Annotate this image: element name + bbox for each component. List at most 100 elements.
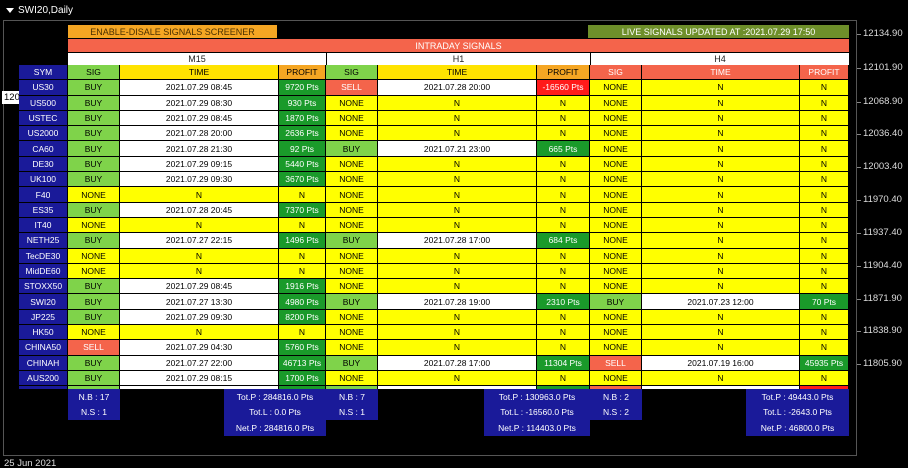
m15-time-cell: N	[120, 248, 279, 264]
symbol-cell[interactable]: USTEC	[19, 110, 68, 127]
h1-buy-count: N.B : 7	[326, 389, 378, 405]
col-header-h1-sig: SIG	[326, 65, 378, 81]
h1-time-cell: N	[378, 263, 537, 280]
col-header-m15-profit: PROFIT	[279, 65, 326, 81]
table-row: MidDE60 NONE N N NONE N N NONE N N	[19, 263, 849, 280]
symbol-cell[interactable]: TecDE30	[19, 248, 68, 264]
m15-signal-cell: BUY	[68, 156, 120, 173]
h4-profit-cell: N	[800, 233, 849, 249]
h1-time-cell: 2021.07.28 17:00	[378, 355, 537, 371]
h4-total-loss: Tot.L : -2643.0 Pts	[746, 404, 849, 421]
symbol-cell[interactable]: NETH25	[19, 233, 68, 249]
h4-time-cell: N	[642, 110, 800, 127]
h4-signal-cell: NONE	[590, 95, 642, 111]
h4-signal-cell: NONE	[590, 370, 642, 387]
h1-signal-cell: NONE	[326, 279, 378, 295]
h1-signal-cell: NONE	[326, 156, 378, 173]
h1-signal-cell: BUY	[326, 294, 378, 310]
symbol-cell[interactable]: US500	[19, 95, 68, 111]
h4-time-cell: 2021.07.23 12:00	[642, 294, 800, 310]
h4-time-cell: 2021.07.19 16:00	[642, 355, 800, 371]
symbol-cell[interactable]: CA60	[19, 141, 68, 157]
symbol-cell[interactable]: AUS200	[19, 370, 68, 387]
h4-signal-cell: NONE	[590, 248, 642, 264]
symbol-cell[interactable]: DE30	[19, 156, 68, 173]
table-row: SWI20 BUY 2021.07.27 13:30 4980 Pts BUY 2021.…	[19, 294, 849, 310]
symbol-cell[interactable]: CHINA50	[19, 340, 68, 356]
h4-time-cell: N	[642, 141, 800, 157]
m15-signal-cell: NONE	[68, 325, 120, 341]
m15-profit-cell: 1870 Pts	[279, 110, 326, 127]
symbol-cell[interactable]: UK100	[19, 172, 68, 188]
h1-profit-cell: 11304 Pts	[537, 355, 590, 371]
m15-time-cell: N	[120, 263, 279, 280]
h4-time-cell: N	[642, 263, 800, 280]
h4-profit-cell: N	[800, 263, 849, 280]
col-header-h4-sig: SIG	[590, 65, 642, 81]
h4-profit-cell: N	[800, 156, 849, 173]
m15-signal-cell: BUY	[68, 309, 120, 326]
h4-profit-cell: N	[800, 80, 849, 96]
m15-time-cell: 2021.07.27 22:15	[120, 233, 279, 249]
table-row: F40 NONE N N NONE N N NONE N N	[19, 187, 849, 203]
symbol-cell[interactable]: IT40	[19, 217, 68, 234]
symbol-cell[interactable]: US30	[19, 80, 68, 96]
symbol-cell[interactable]: STOXX50	[19, 279, 68, 295]
symbol-cell[interactable]: SWI20	[19, 294, 68, 310]
m15-profit-cell: 7370 Pts	[279, 202, 326, 218]
h1-profit-cell: N	[537, 187, 590, 203]
h1-signal-cell: NONE	[326, 202, 378, 218]
m15-signal-cell: BUY	[68, 233, 120, 249]
table-row: HK50 NONE N N NONE N N NONE N N	[19, 325, 849, 341]
symbol-cell[interactable]: US2000	[19, 126, 68, 142]
m15-profit-cell: 3670 Pts	[279, 172, 326, 188]
symbol-cell[interactable]: JP225	[19, 309, 68, 326]
col-header-h1-time: TIME	[378, 65, 537, 81]
h1-time-cell: 2021.07.28 20:00	[378, 80, 537, 96]
price-tick: 11871.90	[857, 293, 902, 304]
m15-time-cell: N	[120, 187, 279, 203]
h1-time-cell: N	[378, 172, 537, 188]
h4-signal-cell: NONE	[590, 340, 642, 356]
h1-profit-cell: N	[537, 110, 590, 127]
h4-time-cell: N	[642, 187, 800, 203]
h4-profit-cell: N	[800, 95, 849, 111]
footer-spacer	[19, 420, 224, 436]
h1-time-cell: N	[378, 340, 537, 356]
m15-signal-cell: BUY	[68, 370, 120, 387]
symbol-cell[interactable]: CHINAH	[19, 355, 68, 371]
h1-signal-cell: NONE	[326, 172, 378, 188]
symbol-cell[interactable]: ES35	[19, 202, 68, 218]
m15-profit-cell: 1916 Pts	[279, 279, 326, 295]
table-row: US30 BUY 2021.07.29 08:45 9720 Pts SELL 2021.…	[19, 80, 849, 96]
h4-time-cell: N	[642, 172, 800, 188]
symbol-cell[interactable]: F40	[19, 187, 68, 203]
h1-time-cell: N	[378, 187, 537, 203]
h1-profit-cell: N	[537, 263, 590, 280]
h1-time-cell: N	[378, 309, 537, 326]
h4-time-cell: N	[642, 279, 800, 295]
h4-time-cell: N	[642, 248, 800, 264]
h1-signal-cell: NONE	[326, 263, 378, 280]
h1-profit-cell: N	[537, 156, 590, 173]
chevron-down-icon[interactable]	[6, 8, 14, 13]
m15-profit-cell: 5440 Pts	[279, 156, 326, 173]
symbol-cell[interactable]: HK50	[19, 325, 68, 341]
footer-spacer	[590, 420, 746, 436]
h1-signal-cell: NONE	[326, 248, 378, 264]
h4-signal-cell: NONE	[590, 233, 642, 249]
m15-time-cell: 2021.07.29 08:45	[120, 279, 279, 295]
symbol-cell[interactable]: MidDE60	[19, 263, 68, 280]
m15-time-cell: 2021.07.29 08:45	[120, 80, 279, 96]
screener-toggle-button[interactable]: ENABLE-DISALE SIGNALS SCREENER	[68, 25, 277, 38]
h1-profit-cell: N	[537, 95, 590, 111]
table-row: TecDE30 NONE N N NONE N N NONE N N	[19, 248, 849, 264]
h1-signal-cell: BUY	[326, 233, 378, 249]
chart-title[interactable]: SWI20,Daily	[6, 5, 73, 16]
col-header-h4-time: TIME	[642, 65, 800, 81]
h4-signal-cell: NONE	[590, 187, 642, 203]
table-row: US2000 BUY 2021.07.28 20:00 2636 Pts NONE N N N…	[19, 126, 849, 142]
table-row: NETH25 BUY 2021.07.27 22:15 1496 Pts BUY 2021…	[19, 233, 849, 249]
h4-profit-cell: N	[800, 202, 849, 218]
